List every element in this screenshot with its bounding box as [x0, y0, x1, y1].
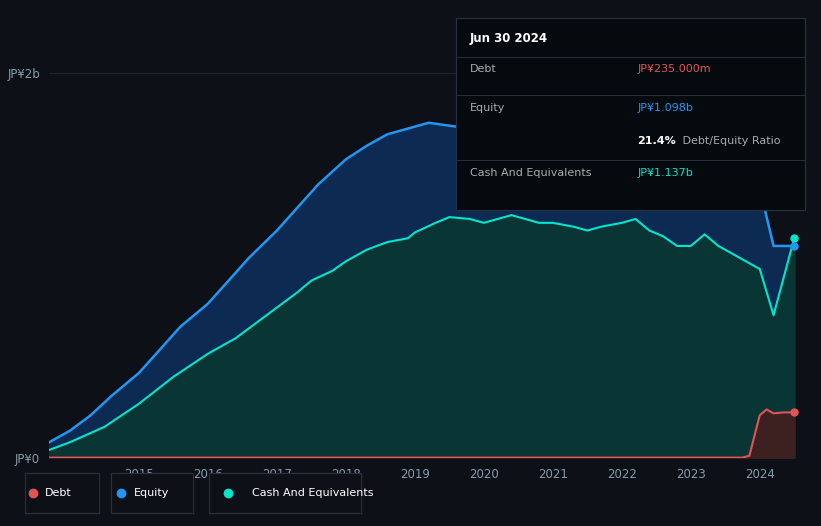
- Text: Debt/Equity Ratio: Debt/Equity Ratio: [679, 136, 781, 146]
- Text: Cash And Equivalents: Cash And Equivalents: [252, 488, 374, 498]
- Text: JP¥1.098b: JP¥1.098b: [637, 103, 693, 113]
- Text: Jun 30 2024: Jun 30 2024: [470, 32, 548, 45]
- Text: Cash And Equivalents: Cash And Equivalents: [470, 168, 591, 178]
- Text: 21.4%: 21.4%: [637, 136, 676, 146]
- Text: Debt: Debt: [470, 65, 497, 75]
- Text: Equity: Equity: [134, 488, 169, 498]
- Text: Equity: Equity: [470, 103, 505, 113]
- Text: JP¥1.137b: JP¥1.137b: [637, 168, 693, 178]
- Text: JP¥235.000m: JP¥235.000m: [637, 65, 711, 75]
- Text: Debt: Debt: [45, 488, 72, 498]
